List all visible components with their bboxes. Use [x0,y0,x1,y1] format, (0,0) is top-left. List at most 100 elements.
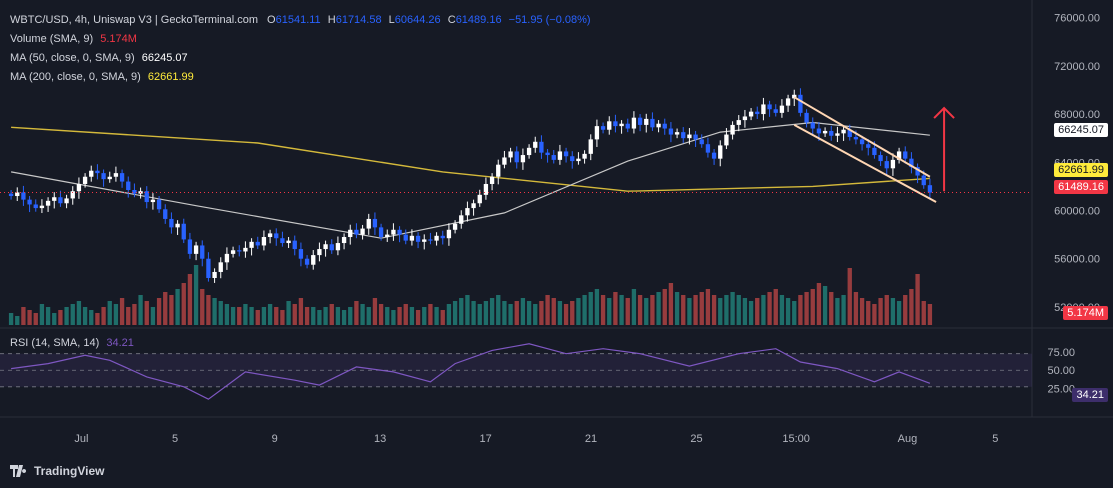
volume-bar [631,289,637,325]
rsi-tick-label: 50.00 [1047,365,1075,377]
rsi-legend[interactable]: RSI (14, SMA, 14) 34.21 [10,336,134,350]
candle-body [526,147,532,156]
candle-body [224,253,230,263]
volume-bar [570,301,575,325]
volume-bar [126,307,131,325]
volume-bar [317,310,322,325]
candle-body [600,126,606,130]
ma50-legend[interactable]: MA (50, close, 0, SMA, 9) 66245.07 [10,51,188,65]
candle-body [533,141,538,148]
volume-bar [224,304,230,325]
price-tick-label: 56000.00 [1054,254,1100,266]
candle-body [187,239,193,254]
candle-body [391,229,396,235]
price-tick-label: 72000.00 [1054,61,1100,73]
candle-body [385,234,390,238]
candle-body [718,145,723,159]
volume-bar [674,292,680,325]
ma50-legend-value: 66245.07 [141,52,188,64]
volume-bar [853,292,859,325]
candle-body [711,152,717,159]
candle-body [705,144,711,153]
volume-bar [391,310,396,325]
candle-body [255,241,260,246]
candle-body [329,244,334,251]
candle-body [909,158,914,168]
volume-bar [785,298,791,325]
candle-body [119,173,125,182]
volume-legend[interactable]: Volume (SMA, 9) 5.174M [10,32,137,46]
volume-bar [471,301,476,325]
volume-bar [582,295,587,325]
candle-body [687,134,692,139]
candle-body [835,133,840,136]
candle-body [792,94,797,99]
candle-body [452,223,458,230]
volume-bar [132,304,137,325]
candle-body [95,170,100,174]
candle-body [496,164,501,177]
volume-bar [847,268,852,325]
volume-bar [798,295,803,325]
rsi-legend-value: 34.21 [106,337,134,349]
candle-body [681,132,686,139]
volume-bar [58,310,63,325]
candle-body [779,105,785,113]
volume-bar [711,295,717,325]
candle-body [576,158,581,162]
candle-body [674,132,680,135]
time-axis-label: Aug [898,433,918,445]
candle-body [822,130,828,134]
volume-bar [261,307,267,325]
candle-body [736,120,741,125]
open-value: 61541.11 [275,14,321,26]
candle-body [767,104,772,110]
volume-bar [378,304,384,325]
high-label: H [327,14,336,26]
volume-legend-value: 5.174M [100,33,137,45]
tradingview-logo[interactable]: TradingView [10,464,104,478]
volume-bar [89,310,94,325]
candle-body [274,233,279,239]
volume-bar [810,289,815,325]
volume-bar [329,304,334,325]
volume-bar [415,310,421,325]
candle-body [243,247,248,252]
candle-body [607,121,612,130]
candle-body [156,199,162,210]
volume-bar [792,301,797,325]
volume-bar [323,307,328,325]
close-value: 61489.16 [455,14,502,26]
volume-bar [335,307,341,325]
candle-body [261,237,267,246]
candle-body [52,197,57,201]
candle-body [348,229,353,238]
candle-body [748,111,754,117]
volume-bar [804,292,809,325]
candle-body [644,118,649,125]
last-price-label: 61489.16 [1054,180,1108,194]
volume-bar [859,298,865,325]
candle-body [27,199,32,205]
volume-bar [835,298,840,325]
candle-body [341,237,347,244]
candle-body [354,229,359,235]
volume-bar [551,298,556,325]
candle-body [637,117,643,125]
candle-body [200,245,205,259]
volume-bar [520,298,526,325]
volume-bar [341,310,347,325]
volume-bar [15,316,20,325]
candle-body [169,218,174,228]
candle-body [785,98,791,106]
volume-bar [514,301,519,325]
candle-body [64,198,69,204]
candle-body [810,122,815,129]
volume-bar [428,304,433,325]
ma200-legend[interactable]: MA (200, close, 0, SMA, 9) 62661.99 [10,70,194,84]
volume-bar [896,301,902,325]
candle-body [181,223,186,240]
ma200-legend-label: MA (200, close, 0, SMA, 9) [10,71,141,83]
